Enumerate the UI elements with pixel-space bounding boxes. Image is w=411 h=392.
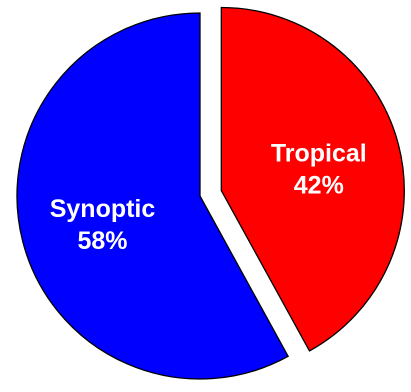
slice-percent-synoptic: 58% — [77, 227, 127, 255]
slice-label-synoptic: Synoptic — [50, 195, 156, 223]
slice-percent-tropical: 42% — [294, 171, 344, 199]
slice-label-tropical: Tropical — [271, 139, 367, 167]
pie-labels: Tropical 42% Synoptic 58% — [50, 139, 367, 255]
pie-slice-tropical — [220, 6, 405, 352]
pie-slices — [16, 6, 405, 380]
pie-slice-synoptic — [16, 12, 290, 380]
